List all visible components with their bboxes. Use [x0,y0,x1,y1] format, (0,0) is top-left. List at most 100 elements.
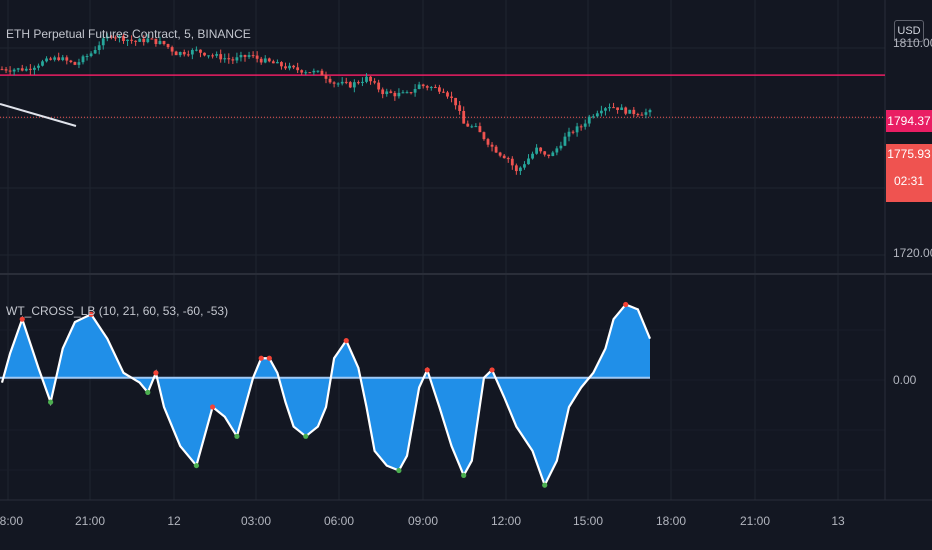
time-tick-label: 12:00 [490,514,522,528]
candle [454,97,457,110]
candle [620,104,624,111]
candle [126,39,129,46]
candle [636,112,640,118]
candle [506,156,510,163]
candle [494,144,498,153]
candle [73,61,77,66]
candle [0,66,4,71]
current-price-tag: 1775.93 [886,144,932,164]
candle [190,48,194,60]
candle [413,84,417,97]
time-tick-label: 21:00 [739,514,771,528]
candle [130,35,133,44]
candle [16,67,20,73]
candle [61,54,65,62]
candle [8,66,12,75]
candle [478,122,482,133]
candle [389,89,393,94]
cross-up-dot [48,399,54,405]
candle [624,106,628,116]
candle [514,163,518,175]
currency-button[interactable]: USD [894,20,924,42]
candle [535,144,538,155]
candle [49,56,52,61]
candle [235,52,239,64]
candle [182,49,186,57]
candle [308,72,312,74]
candle [604,107,607,116]
candle [559,141,563,151]
candle [166,43,170,49]
candle [628,109,632,114]
cross-up-dot [193,462,199,469]
candle [239,51,243,62]
candle [401,90,405,94]
candle [344,77,348,85]
cross-up-dot [303,433,309,439]
candle [142,35,146,46]
candle [433,84,437,89]
candle [547,154,551,159]
candle [170,45,174,56]
candle [207,55,210,59]
candle [563,132,567,147]
candle [28,64,32,75]
candle [446,90,449,99]
cross-up-dot [396,467,402,474]
candle [377,79,381,93]
candle [591,114,595,119]
candle [616,107,619,114]
wave-area [2,304,650,486]
time-tick-label: 09:00 [407,514,439,528]
candle [600,105,603,117]
wave-line [0,303,652,488]
candle [304,70,308,76]
cross-down-dot [623,301,629,308]
candle [498,151,502,158]
cross-up-dot [145,389,151,395]
candle [93,46,97,55]
candle [543,150,547,157]
candle [502,154,506,159]
time-tick-label: 13 [831,514,845,528]
candle [340,77,344,86]
candle [271,59,275,64]
candle [122,34,125,44]
symbol-title[interactable]: ETH Perpetual Futures Contract, 5, BINAN… [6,27,251,41]
cross-up-dot [542,482,548,488]
candle [4,66,8,74]
candle [114,35,117,42]
candle [211,53,214,59]
candle [243,54,247,62]
cross-up-dot [234,433,240,439]
candle [89,51,93,58]
candle [41,59,44,67]
candle [199,49,202,58]
candle [510,156,514,170]
candle [178,51,182,58]
candle [227,53,231,64]
candle [385,88,389,97]
candle [373,78,376,85]
indicator-title[interactable]: WT_CROSS_LB (10, 21, 60, 53, -60, -53) [6,304,229,318]
candle [134,40,138,46]
candle [195,46,198,52]
candle [470,124,474,129]
candle [33,65,36,75]
time-tick-label: 06:00 [323,514,355,528]
candle [640,112,644,116]
candle [146,34,150,44]
price-axis-bottom-label: 1720.00 [893,246,932,260]
candle [486,137,490,148]
candle [462,106,466,124]
candle [608,103,611,112]
candle [365,73,368,84]
candle [450,91,453,103]
candle [458,100,462,115]
candle [474,123,478,128]
candle [519,166,522,175]
candle [247,51,251,59]
candle [118,34,121,43]
cross-down-dot [153,370,159,376]
